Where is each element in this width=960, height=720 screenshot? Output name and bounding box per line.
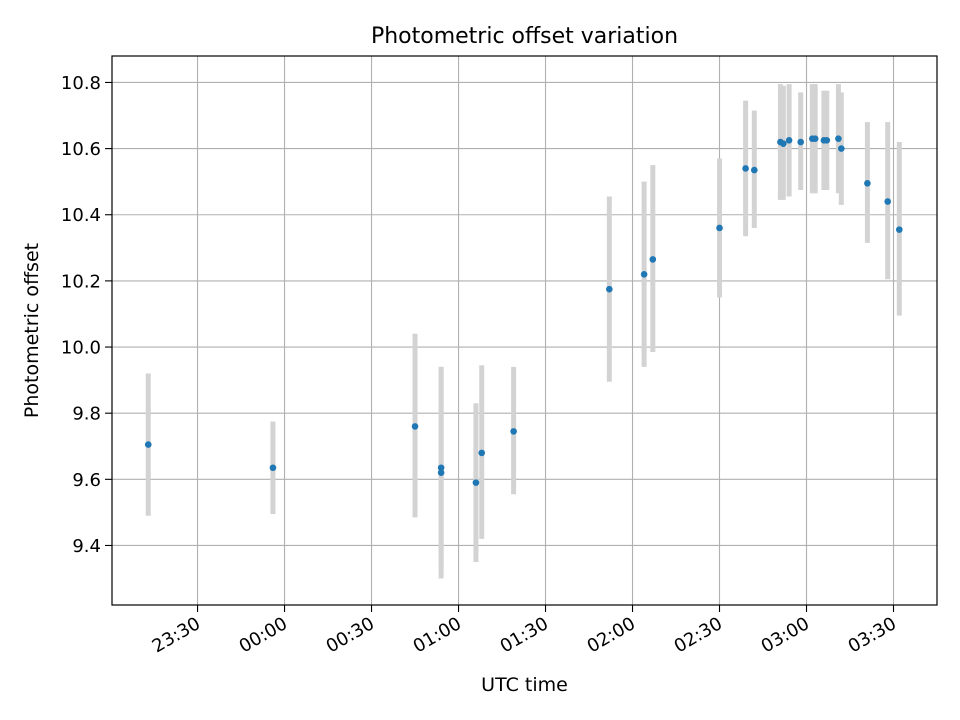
data-point [510, 428, 517, 435]
x-axis-label: UTC time [481, 674, 568, 696]
y-tick-label: 9.4 [72, 536, 101, 557]
y-tick-label: 10.8 [61, 73, 101, 94]
data-point [811, 135, 819, 142]
data-point [823, 137, 831, 144]
plot-frame [111, 55, 938, 606]
data-point [472, 479, 480, 486]
data-point [742, 165, 749, 172]
grid [112, 56, 937, 605]
data-point [144, 441, 152, 448]
chart-title: Photometric offset variation [371, 24, 678, 49]
y-tick-label: 9.8 [72, 404, 101, 425]
data-point [640, 270, 648, 278]
data-point [884, 198, 892, 205]
data-point [716, 224, 723, 232]
data-point [478, 449, 486, 457]
data-point [411, 423, 419, 430]
data-point [797, 138, 805, 146]
data-point [864, 180, 871, 187]
y-tick-label: 10.2 [61, 271, 101, 292]
data-point [751, 166, 758, 174]
data-point [269, 464, 277, 472]
y-tick-label: 10.6 [61, 139, 101, 160]
y-tick-label: 10.0 [61, 338, 101, 359]
data-point [785, 137, 793, 144]
data-point [838, 145, 845, 152]
data-point [780, 140, 787, 147]
data-point [896, 226, 903, 233]
data-point [649, 256, 657, 263]
y-axis: 9.4 9.6 9.8 10.0 10.2 10.4 10.6 10.8 [61, 73, 112, 557]
y-tick-label: 10.4 [61, 205, 101, 226]
data-points [144, 135, 903, 486]
data-point [606, 285, 613, 293]
data-point [835, 135, 842, 142]
y-axis-label: Photometric offset [21, 243, 43, 418]
data-point [437, 464, 445, 472]
y-tick-label: 9.6 [72, 470, 101, 491]
data-point [437, 469, 445, 477]
